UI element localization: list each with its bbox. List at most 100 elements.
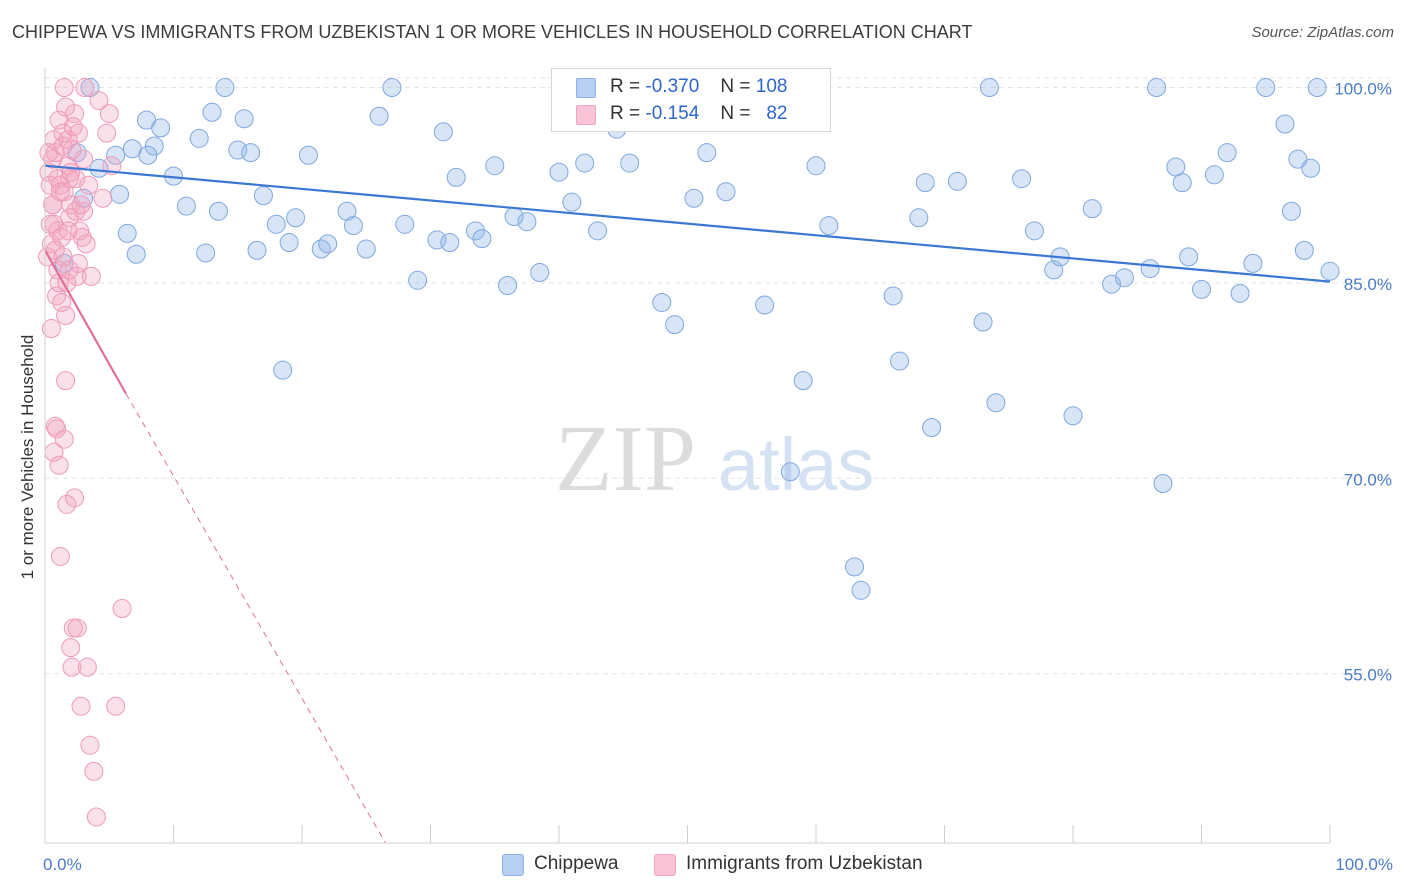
uzbekistan-point bbox=[54, 429, 74, 449]
legend-box: R = -0.370 N = 108 R = -0.154 N = 82 bbox=[551, 68, 831, 132]
y-axis-label: 1 or more Vehicles in Household bbox=[18, 335, 37, 580]
uzbekistan-point bbox=[102, 156, 122, 176]
chippewa-point bbox=[395, 214, 415, 234]
chippewa-point bbox=[665, 315, 685, 335]
chippewa-point bbox=[819, 216, 839, 236]
uzbekistan-point bbox=[50, 182, 70, 202]
chippewa-point bbox=[273, 360, 293, 380]
uzbekistan-point bbox=[99, 104, 119, 124]
chippewa-point bbox=[780, 462, 800, 482]
uzbekistan-point bbox=[61, 638, 81, 658]
uzbekistan-trend-line bbox=[44, 249, 127, 395]
chippewa-point bbox=[215, 78, 235, 98]
axis-layer: 55.0% 70.0% 85.0% 100.0% 0.0% 100.0% bbox=[43, 68, 1393, 874]
chart-title: CHIPPEWA VS IMMIGRANTS FROM UZBEKISTAN 1… bbox=[12, 22, 973, 42]
uzbekistan-point bbox=[50, 546, 70, 566]
bottom-legend-swatch-uzbekistan bbox=[654, 854, 676, 876]
uzbekistan-point bbox=[67, 618, 87, 638]
chippewa-point bbox=[1153, 474, 1173, 494]
chippewa-point bbox=[408, 270, 428, 290]
chippewa-point bbox=[986, 393, 1006, 413]
uzbekistan-point bbox=[71, 696, 91, 716]
chippewa-point bbox=[1294, 240, 1314, 260]
chippewa-point bbox=[530, 262, 550, 282]
chippewa-point bbox=[806, 156, 826, 176]
bottom-legend-swatch-chippewa bbox=[502, 854, 524, 876]
uzbekistan-point bbox=[86, 807, 106, 827]
uzbekistan-point bbox=[44, 130, 64, 150]
points-layer bbox=[38, 78, 1340, 827]
chippewa-point bbox=[498, 276, 518, 296]
chippewa-point bbox=[241, 143, 261, 163]
chippewa-point bbox=[472, 229, 492, 249]
chippewa-point bbox=[716, 182, 736, 202]
y-tick-label: 100.0% bbox=[1334, 80, 1392, 99]
chippewa-point bbox=[106, 145, 126, 165]
chippewa-point bbox=[485, 156, 505, 176]
uzbekistan-point bbox=[45, 240, 65, 260]
uzbekistan-point bbox=[106, 696, 126, 716]
chippewa-point bbox=[1012, 169, 1032, 189]
legend-r-value: -0.370 bbox=[645, 76, 700, 97]
chippewa-point bbox=[979, 78, 999, 98]
chippewa-point bbox=[1243, 253, 1263, 273]
uzbekistan-point bbox=[47, 419, 67, 439]
chippewa-point bbox=[196, 243, 216, 263]
uzbekistan-trend-extension bbox=[125, 393, 386, 844]
chippewa-trend-line bbox=[44, 164, 1331, 283]
chippewa-point bbox=[1192, 279, 1211, 299]
chippewa-point bbox=[915, 173, 935, 193]
chippewa-point bbox=[465, 221, 485, 241]
uzbekistan-point bbox=[112, 599, 132, 619]
chippewa-point bbox=[126, 244, 146, 264]
x-tick-label-end: 100.0% bbox=[1335, 855, 1393, 874]
uzbekistan-point bbox=[58, 221, 78, 241]
uzbekistan-point bbox=[66, 201, 86, 221]
chippewa-point bbox=[356, 239, 376, 259]
chippewa-point bbox=[504, 206, 524, 226]
chippewa-point bbox=[279, 233, 299, 253]
chippewa-point bbox=[369, 106, 389, 126]
chippewa-point bbox=[189, 128, 209, 148]
chippewa-point bbox=[176, 196, 196, 216]
chippewa-point bbox=[138, 145, 158, 165]
chippewa-point bbox=[1256, 78, 1276, 98]
chippewa-point bbox=[793, 371, 813, 391]
uzbekistan-point bbox=[57, 494, 77, 514]
chippewa-point bbox=[883, 286, 903, 306]
chippewa-point bbox=[620, 153, 640, 173]
uzbekistan-point bbox=[75, 78, 95, 98]
uzbekistan-point bbox=[65, 488, 85, 508]
chippewa-point bbox=[697, 143, 717, 163]
chippewa-point bbox=[549, 162, 569, 182]
bottom-legend-label-uzbekistan: Immigrants from Uzbekistan bbox=[686, 853, 923, 874]
chippewa-point bbox=[298, 145, 318, 165]
uzbekistan-point bbox=[93, 188, 113, 208]
uzbekistan-point bbox=[71, 195, 91, 215]
chippewa-point bbox=[652, 292, 672, 312]
chippewa-point bbox=[575, 153, 595, 173]
chippewa-point bbox=[1024, 221, 1044, 241]
chippewa-point bbox=[517, 212, 537, 232]
x-tick-label-start: 0.0% bbox=[43, 855, 82, 874]
uzbekistan-point bbox=[49, 455, 69, 475]
y-tick-label: 70.0% bbox=[1344, 470, 1392, 489]
chippewa-point bbox=[922, 417, 942, 437]
chippewa-point bbox=[208, 201, 228, 221]
chippewa-point bbox=[446, 167, 466, 187]
legend-r-value: -0.154 bbox=[645, 103, 700, 124]
uzbekistan-point bbox=[40, 214, 60, 234]
chippewa-point bbox=[1204, 165, 1224, 185]
uzbekistan-point bbox=[97, 123, 117, 143]
source-label: Source: ZipAtlas.com bbox=[1251, 24, 1394, 41]
uzbekistan-point bbox=[54, 78, 74, 98]
chippewa-point bbox=[202, 102, 222, 122]
legend-n-value: 108 bbox=[755, 76, 788, 97]
uzbekistan-point bbox=[89, 91, 109, 111]
chippewa-point bbox=[1320, 261, 1340, 281]
chippewa-point bbox=[117, 223, 137, 243]
chippewa-point bbox=[755, 295, 775, 315]
chippewa-point bbox=[318, 234, 338, 254]
chippewa-point bbox=[1288, 149, 1308, 169]
chippewa-point bbox=[1301, 158, 1321, 178]
